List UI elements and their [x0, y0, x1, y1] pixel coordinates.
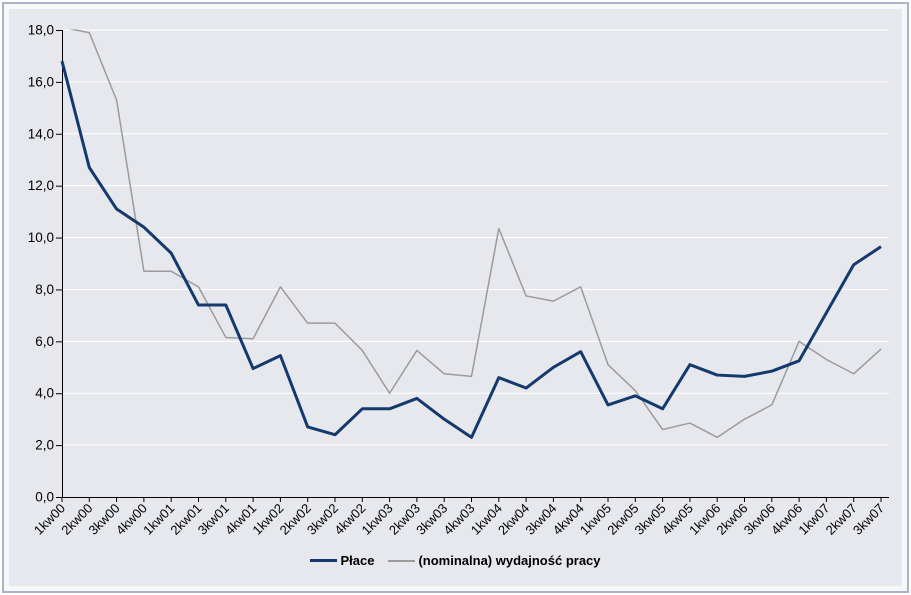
- chart-legend: Płace (nominalna) wydajność pracy: [0, 553, 911, 568]
- legend-line-wydajnosc-icon: [388, 559, 416, 562]
- y-tick-label: 12,0: [28, 178, 54, 193]
- x-tick-label: 3kw07: [850, 501, 887, 538]
- y-tick-label: 2,0: [35, 438, 54, 453]
- y-tick-label: 14,0: [28, 126, 54, 141]
- y-tick-label: 16,0: [28, 74, 54, 89]
- series-line-wydajnosc: [69, 29, 882, 439]
- y-tick-label: 8,0: [35, 282, 54, 297]
- y-tick-label: 0,0: [35, 490, 54, 505]
- chart-area-background: [9, 9, 902, 586]
- legend-item-place: Płace: [310, 553, 374, 568]
- legend-item-wydajnosc: (nominalna) wydajność pracy: [388, 553, 601, 568]
- y-tick-label: 18,0: [28, 23, 54, 38]
- legend-label-wydajnosc: (nominalna) wydajność pracy: [418, 553, 601, 568]
- y-tick-label: 10,0: [28, 230, 54, 245]
- legend-label-place: Płace: [340, 553, 375, 568]
- y-tick-label: 6,0: [35, 334, 54, 349]
- series-line-place: [60, 60, 882, 439]
- y-tick-label: 4,0: [35, 386, 54, 401]
- legend-line-place-icon: [310, 559, 338, 562]
